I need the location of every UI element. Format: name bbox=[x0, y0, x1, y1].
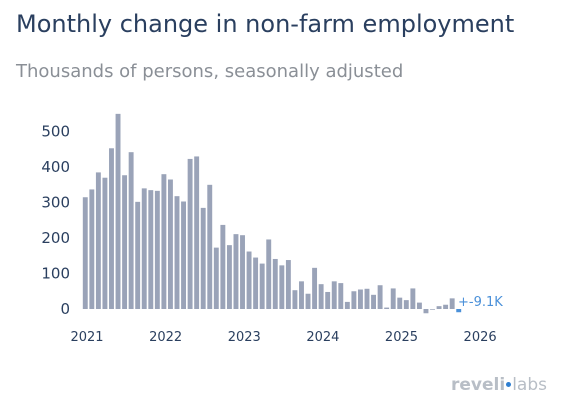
bar bbox=[122, 175, 128, 309]
bar bbox=[95, 172, 101, 309]
x-tick-label: 2024 bbox=[306, 330, 339, 345]
y-axis: 0 100 200 300 400 500 bbox=[41, 123, 70, 318]
bar bbox=[89, 189, 95, 309]
bar bbox=[253, 257, 259, 309]
bar bbox=[213, 247, 219, 309]
bar bbox=[128, 152, 134, 309]
bar bbox=[187, 158, 193, 309]
y-tick-label: 500 bbox=[41, 123, 70, 141]
revelio-labs-logo: reveli labs bbox=[451, 375, 547, 395]
bar bbox=[443, 304, 449, 309]
bar bbox=[259, 263, 265, 309]
bar bbox=[351, 291, 357, 309]
bar bbox=[167, 179, 173, 309]
bar bbox=[200, 207, 206, 309]
logo-text-second: labs bbox=[512, 375, 547, 395]
bar bbox=[331, 281, 337, 309]
bar bbox=[246, 251, 252, 309]
bar bbox=[338, 283, 344, 309]
bar bbox=[194, 156, 200, 309]
bar bbox=[272, 258, 278, 309]
bar bbox=[115, 113, 121, 309]
bar bbox=[410, 288, 416, 309]
bar bbox=[226, 245, 232, 309]
bar bbox=[318, 284, 324, 309]
bar bbox=[430, 309, 435, 310]
bar bbox=[233, 234, 239, 309]
bar bbox=[292, 290, 298, 309]
bar bbox=[148, 190, 154, 309]
bar bbox=[449, 298, 455, 309]
bar-series bbox=[82, 113, 462, 314]
bar bbox=[207, 184, 213, 309]
bar bbox=[161, 174, 167, 309]
bar bbox=[154, 190, 160, 309]
bar bbox=[102, 177, 108, 309]
bar bbox=[397, 297, 403, 309]
bar bbox=[181, 201, 186, 309]
bar bbox=[436, 306, 442, 309]
bar bbox=[266, 239, 272, 309]
bar bbox=[135, 201, 141, 309]
bar bbox=[299, 281, 304, 309]
x-tick-label: 2023 bbox=[228, 330, 261, 345]
bar bbox=[312, 267, 318, 309]
bar bbox=[384, 307, 390, 309]
bar bbox=[141, 188, 147, 309]
bar bbox=[285, 260, 291, 309]
x-tick-label: 2021 bbox=[70, 330, 103, 345]
bar bbox=[174, 196, 180, 309]
bar bbox=[371, 294, 376, 309]
x-tick-label: 2025 bbox=[385, 330, 418, 345]
chart-subtitle: Thousands of persons, seasonally adjuste… bbox=[16, 61, 404, 82]
y-tick-label: 100 bbox=[41, 265, 70, 283]
x-tick-label: 2026 bbox=[464, 330, 497, 345]
chart-title: Monthly change in non-farm employment bbox=[16, 10, 515, 38]
bar bbox=[364, 288, 370, 309]
bar bbox=[357, 289, 363, 309]
last-value-annotation: +-9.1K bbox=[458, 295, 503, 310]
x-tick-label: 2022 bbox=[149, 330, 182, 345]
bar bbox=[240, 235, 245, 309]
bar bbox=[82, 197, 88, 309]
y-tick-label: 300 bbox=[41, 194, 70, 212]
bar bbox=[456, 309, 462, 313]
logo-dot-icon bbox=[506, 381, 512, 387]
x-axis: 2021 2022 2023 2024 2025 2026 bbox=[70, 330, 496, 345]
logo-text-first: reveli bbox=[451, 375, 506, 395]
y-tick-label: 0 bbox=[60, 300, 70, 318]
bar bbox=[403, 300, 409, 309]
bar bbox=[279, 265, 285, 309]
bar bbox=[305, 293, 311, 309]
bar bbox=[220, 224, 226, 309]
bar bbox=[416, 302, 422, 309]
bar bbox=[325, 291, 331, 309]
bar bbox=[109, 148, 114, 309]
bar bbox=[390, 288, 396, 309]
y-tick-label: 200 bbox=[41, 229, 70, 247]
y-tick-label: 400 bbox=[41, 158, 70, 176]
bar bbox=[377, 285, 383, 309]
bar bbox=[423, 309, 429, 314]
bar bbox=[344, 301, 350, 309]
